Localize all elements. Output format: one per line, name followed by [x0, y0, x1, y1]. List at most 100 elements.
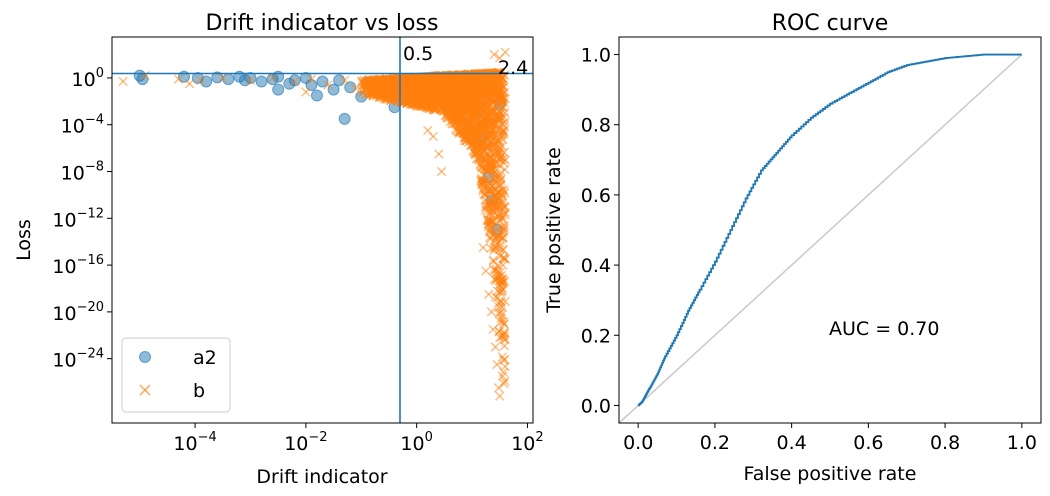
b-point	[483, 216, 493, 226]
b-point	[495, 53, 505, 63]
right-chart-title: ROC curve	[772, 11, 889, 36]
b-point	[483, 219, 494, 229]
a2-point	[272, 83, 285, 96]
b-point	[494, 110, 505, 121]
b-point	[480, 205, 491, 215]
b-point	[486, 152, 497, 162]
left-x-tick-label: 10−4	[173, 430, 216, 455]
b-point	[218, 73, 228, 83]
b-point	[434, 149, 444, 159]
b-point	[489, 189, 500, 200]
b-point	[485, 207, 496, 218]
b-point	[489, 138, 499, 149]
right-plot-frame	[618, 36, 1042, 424]
a2-point	[305, 78, 318, 91]
b-point	[400, 96, 411, 107]
b-point	[481, 135, 491, 146]
b-point	[486, 307, 497, 317]
b-point	[491, 70, 502, 80]
b-point	[370, 78, 380, 89]
b-point	[481, 266, 491, 276]
right-y-axis-label: True positive rate	[543, 147, 565, 314]
b-point	[494, 113, 504, 124]
b-point	[493, 383, 504, 393]
b-point	[421, 95, 431, 106]
left-y-tick-label: 100	[72, 66, 104, 91]
b-point	[494, 87, 505, 97]
b-point	[368, 84, 378, 95]
b-point	[496, 152, 506, 162]
right-x-ticks: 0.0 0.2 0.4 0.6 0.8 1.0	[623, 423, 1037, 454]
b-point	[497, 274, 507, 285]
left-plot-frame	[111, 36, 534, 424]
b-point	[498, 203, 509, 213]
b-point	[496, 97, 507, 108]
b-point	[464, 81, 475, 91]
legend-a2-marker	[139, 351, 151, 363]
right-y-tick-label: 0.6	[581, 185, 611, 207]
b-point	[423, 125, 433, 136]
right-y-tick-label: 0.8	[581, 115, 611, 137]
b-point	[429, 84, 440, 94]
b-point	[441, 77, 451, 87]
b-point	[381, 91, 392, 102]
b-point	[118, 76, 128, 87]
b-point	[405, 78, 415, 89]
b-point	[457, 86, 467, 97]
b-point	[396, 73, 406, 83]
right-x-tick-label: 0.6	[853, 432, 883, 454]
b-point	[419, 73, 430, 84]
b-point	[359, 78, 369, 88]
vertical-threshold-label: 0.5	[403, 43, 433, 65]
b-point	[492, 359, 502, 370]
b-point	[499, 186, 509, 196]
right-x-tick-label: 0.2	[700, 432, 730, 454]
b-point	[484, 77, 495, 87]
left-x-tick-label: 10−2	[284, 430, 327, 455]
b-point	[499, 341, 510, 351]
b-point	[486, 227, 497, 238]
b-point	[459, 91, 470, 102]
b-point	[301, 87, 311, 97]
left-x-axis-label: Drift indicator	[256, 466, 387, 488]
b-point	[495, 89, 506, 100]
b-point	[499, 318, 509, 329]
b-point	[429, 75, 439, 85]
b-point	[496, 278, 507, 288]
b-point	[499, 220, 510, 231]
b-point	[474, 89, 485, 99]
b-point	[486, 243, 496, 253]
left-y-tick-label: 10−4	[61, 113, 104, 138]
b-point	[445, 90, 455, 100]
b-point	[463, 101, 473, 112]
b-point	[306, 74, 317, 84]
b-point	[467, 112, 477, 123]
auc-annotation: AUC = 0.70	[829, 318, 939, 340]
left-points-layer	[118, 47, 511, 401]
horizontal-threshold-label: 2.4	[498, 57, 528, 79]
b-point	[479, 70, 490, 80]
b-point	[458, 112, 468, 122]
left-y-tick-label: 10−16	[52, 253, 104, 278]
b-point	[486, 94, 497, 104]
scatter-chart: Drift indicator vs loss 10−4 10−2 100 102 1…	[13, 11, 544, 488]
legend-b-marker	[139, 384, 151, 396]
a2-point	[333, 74, 346, 87]
left-threshold-layer	[112, 37, 533, 423]
left-x-tick-label: 100	[400, 430, 432, 455]
b-point	[245, 75, 256, 86]
left-y-tick-label: 10−24	[52, 347, 104, 372]
b-point	[351, 83, 361, 94]
b-point	[399, 93, 409, 104]
b-point	[497, 131, 507, 141]
b-point	[476, 118, 487, 128]
b-point	[472, 101, 483, 112]
right-x-tick-label: 0.4	[777, 432, 807, 454]
b-point	[474, 139, 484, 149]
b-point	[427, 97, 437, 108]
b-point	[370, 74, 380, 85]
b-point	[496, 286, 506, 296]
b-point	[490, 342, 501, 352]
b-point	[478, 242, 488, 253]
